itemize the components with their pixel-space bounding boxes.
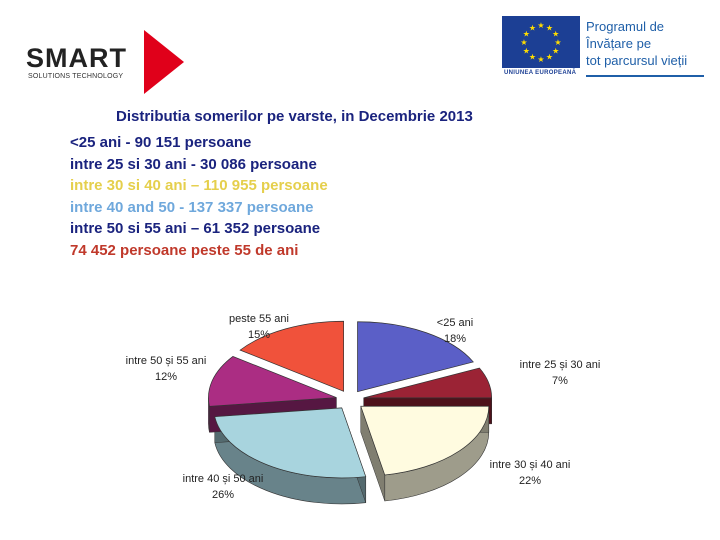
- smart-logo: SMART SOLUTIONS TECHNOLOGY: [26, 28, 184, 98]
- page-title: Distributia somerilor pe varste, in Dece…: [116, 108, 473, 125]
- pie-slice: [214, 407, 367, 479]
- slice-percent-label: 26%: [212, 489, 234, 501]
- pie-slice: [357, 321, 474, 393]
- slice-percent-label: 7%: [552, 375, 568, 387]
- eu-caption: UNIUNEA EUROPEANĂ: [504, 70, 577, 76]
- eu-star-icon: ★: [520, 38, 527, 47]
- slice-percent-label: 18%: [444, 333, 466, 345]
- pie-slice: [239, 320, 344, 392]
- program-underline: [586, 75, 704, 77]
- eu-star-icon: ★: [523, 30, 530, 39]
- age-line-40-50: intre 40 and 50 - 137 337 persoane: [70, 198, 314, 216]
- slice-label: <25 ani: [437, 317, 473, 329]
- eu-star-icon: ★: [537, 21, 544, 30]
- program-line: Programul de: [586, 19, 665, 34]
- age-breakdown-list: <25 ani - 90 151 persoane intre 25 si 30…: [70, 132, 328, 261]
- slice-percent-label: 12%: [155, 371, 177, 383]
- smart-logo-triangle-icon: [144, 30, 184, 94]
- eu-star-icon: ★: [552, 47, 559, 56]
- age-distribution-pie-chart: <25 ani 18% intre 25 și 30 ani 7% intre 30 ș…: [126, 313, 601, 505]
- age-line-30-40: intre 30 si 40 ani – 110 955 persoane: [70, 177, 328, 194]
- eu-star-icon: ★: [529, 23, 536, 32]
- slice-label: peste 55 ani: [229, 313, 289, 325]
- smart-logo-subtitle: SOLUTIONS TECHNOLOGY: [28, 73, 124, 80]
- program-name: Programul de Învățare pe tot parcursul v…: [586, 18, 708, 69]
- eu-star-icon: ★: [554, 38, 561, 47]
- program-line: tot parcursul vieții: [586, 53, 688, 68]
- eu-flag-icon: ★ ★ ★ ★ ★ ★ ★ ★ ★ ★ ★ ★: [502, 16, 580, 68]
- eu-star-icon: ★: [546, 53, 553, 62]
- age-line-under-25: <25 ani - 90 151 persoane: [70, 134, 252, 151]
- eu-star-icon: ★: [537, 55, 544, 64]
- age-line-25-30: intre 25 si 30 ani - 30 086 persoane: [70, 155, 317, 173]
- eu-star-icon: ★: [552, 30, 559, 39]
- slice-label: intre 50 și 55 ani: [126, 355, 207, 367]
- slice-label: intre 40 și 50 ani: [183, 473, 264, 485]
- pie-slice: [360, 405, 490, 476]
- age-line-over-55: 74 452 persoane peste 55 de ani: [70, 241, 299, 259]
- eu-star-icon: ★: [546, 23, 553, 32]
- eu-star-icon: ★: [529, 53, 536, 62]
- eu-star-icon: ★: [523, 47, 530, 56]
- pie-slice: [208, 356, 337, 407]
- slice-label: intre 30 și 40 ani: [490, 459, 571, 471]
- smart-logo-word: SMART: [26, 43, 127, 73]
- program-line: Învățare pe: [586, 36, 652, 51]
- pie-slice: [363, 367, 493, 399]
- age-line-50-55: intre 50 si 55 ani – 61 352 persoane: [70, 220, 321, 237]
- slice-percent-label: 22%: [519, 475, 541, 487]
- slice-label: intre 25 și 30 ani: [520, 359, 601, 371]
- slice-percent-label: 15%: [248, 329, 270, 341]
- eu-program-logo: ★ ★ ★ ★ ★ ★ ★ ★ ★ ★ ★ ★ UNIUNEA EUROPEANĂ Programul…: [502, 16, 708, 80]
